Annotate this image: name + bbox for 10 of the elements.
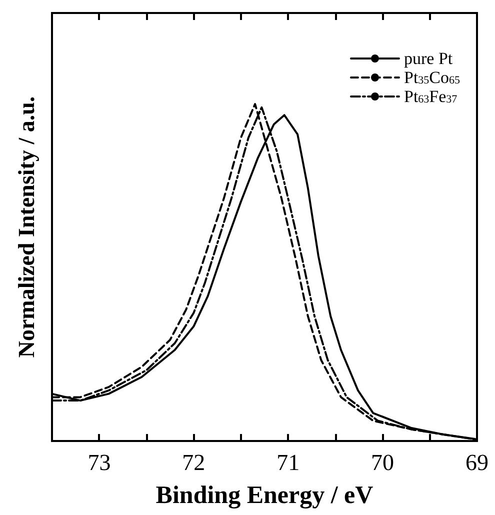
- legend-label: Pt35Co65: [404, 68, 460, 87]
- y-axis-title: Normalized Intensity / a.u.: [14, 96, 39, 358]
- x-tick-label: 71: [276, 450, 300, 475]
- legend-label: Pt63Fe37: [404, 87, 458, 106]
- legend-label: pure Pt: [404, 49, 453, 68]
- x-tick-label: 69: [466, 450, 488, 475]
- x-axis-title: Binding Energy / eV: [156, 482, 374, 509]
- x-tick-label: 72: [182, 450, 206, 475]
- x-tick-label: 70: [371, 450, 394, 475]
- x-tick-label: 73: [88, 450, 111, 475]
